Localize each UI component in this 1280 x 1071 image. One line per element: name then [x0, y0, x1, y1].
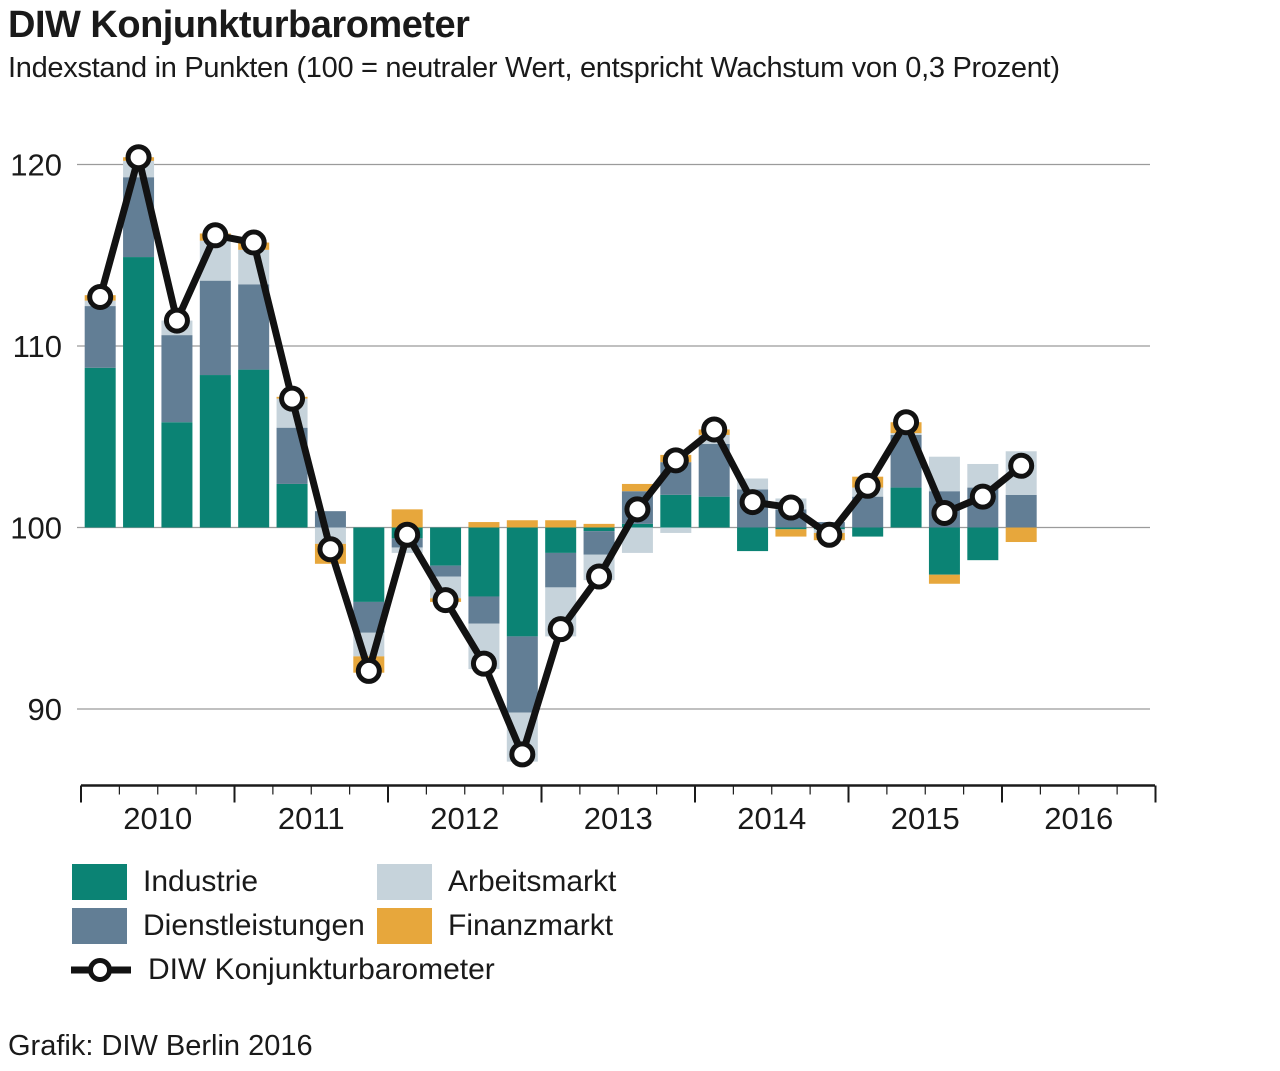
- barometer-marker: [777, 494, 804, 521]
- barometer-marker: [240, 229, 267, 256]
- barometer-marker: [854, 472, 881, 499]
- legend-label-barometer: DIW Konjunkturbarometer: [148, 953, 495, 986]
- legend-item-dienstleistungen: Dienstleistungen: [72, 908, 365, 944]
- legend-item-finanzmarkt: Finanzmarkt: [377, 908, 613, 944]
- bar-segment-industrie: [161, 422, 193, 528]
- year-label: 2014: [737, 801, 806, 836]
- barometer-marker: [470, 650, 497, 677]
- bar-segment-finanzmarkt: [391, 509, 423, 528]
- bar-segment-finanzmarkt: [583, 523, 615, 528]
- bar-segment-industrie: [928, 527, 960, 575]
- bar-segment-industrie: [123, 257, 155, 528]
- legend-label-arbeitsmarkt: Arbeitsmarkt: [448, 865, 617, 898]
- bar-segment-industrie: [890, 487, 922, 528]
- bar-segment-industrie: [660, 494, 692, 528]
- barometer-marker: [125, 144, 152, 171]
- year-label: 2010: [123, 801, 192, 836]
- bar-segment-dienstleistungen: [84, 306, 116, 368]
- barometer-marker: [355, 657, 382, 684]
- y-tick-label: 90: [28, 692, 62, 727]
- bar-segment-finanzmarkt: [775, 529, 807, 537]
- barometer-marker: [509, 741, 536, 768]
- bar-segment-dienstleistungen: [506, 636, 538, 713]
- year-label: 2011: [278, 801, 345, 836]
- bar-segment-finanzmarkt: [506, 520, 538, 528]
- chart-svg: 90 100 110 120 2010 2011 2012 2013 2014 2015 2016: [10, 144, 1157, 836]
- year-label: 2012: [430, 801, 499, 836]
- legend-item-industrie: Industrie: [72, 864, 258, 900]
- page-title: DIW Konjunkturbarometer: [8, 4, 470, 46]
- bar-segment-arbeitsmarkt: [737, 478, 769, 490]
- bar-segment-industrie: [84, 367, 116, 528]
- barometer-marker: [1008, 452, 1035, 479]
- bar-segment-industrie: [967, 527, 999, 561]
- legend-item-barometer: DIW Konjunkturbarometer: [70, 952, 495, 988]
- bar-segment-dienstleistungen: [199, 280, 231, 376]
- year-label: 2013: [584, 801, 653, 836]
- bar-segment-finanzmarkt: [621, 483, 653, 492]
- bar-segment-dienstleistungen: [545, 552, 577, 588]
- barometer-marker: [432, 587, 459, 614]
- bar-segment-arbeitsmarkt: [660, 527, 692, 533]
- barometer-marker: [547, 616, 574, 643]
- barometer-marker: [87, 283, 114, 310]
- bar-segment-dienstleistungen: [583, 531, 615, 555]
- bar-segment-finanzmarkt: [1005, 527, 1037, 543]
- bar-segment-industrie: [506, 527, 538, 637]
- bar-segment-finanzmarkt: [468, 522, 500, 528]
- barometer-marker: [739, 489, 766, 516]
- bar-segment-industrie: [775, 527, 807, 530]
- barometer-marker: [202, 222, 229, 249]
- source-credit: Grafik: DIW Berlin 2016: [8, 1030, 313, 1062]
- barometer-marker: [624, 496, 651, 523]
- chart-subtitle: Indexstand in Punkten (100 = neutraler W…: [8, 52, 1060, 84]
- bar-segment-industrie: [353, 527, 385, 602]
- y-tick-label: 120: [10, 148, 62, 183]
- year-label: 2015: [891, 801, 960, 836]
- bar-segment-dienstleistungen: [430, 565, 462, 577]
- legend-label-finanzmarkt: Finanzmarkt: [448, 909, 614, 942]
- legend-item-arbeitsmarkt: Arbeitsmarkt: [377, 864, 616, 900]
- barometer-marker: [317, 536, 344, 563]
- barometer-marker: [931, 499, 958, 526]
- bar-segment-dienstleistungen: [161, 335, 193, 423]
- arbeitsmarkt-swatch: [377, 864, 432, 900]
- barometer-marker: [662, 447, 689, 474]
- y-tick-label: 100: [10, 511, 62, 546]
- bar-segment-industrie: [199, 375, 231, 528]
- barometer-marker: [279, 385, 306, 412]
- bar-segment-industrie: [238, 369, 270, 528]
- bar-segment-industrie: [698, 496, 730, 528]
- legend-label-industrie: Industrie: [143, 865, 259, 898]
- bar-segment-industrie: [276, 483, 308, 528]
- barometer-line-sample-icon: [71, 958, 131, 982]
- bar-segment-arbeitsmarkt: [967, 463, 999, 488]
- barometer-marker: [701, 416, 728, 443]
- finanzmarkt-swatch: [377, 908, 432, 944]
- bar-segment-industrie: [468, 527, 500, 597]
- legend-label-dienstleistungen: Dienstleistungen: [143, 909, 365, 942]
- bar-segment-industrie: [545, 527, 577, 553]
- bar-segment-industrie: [737, 527, 769, 552]
- barometer-marker: [163, 307, 190, 334]
- bar-segment-dienstleistungen: [468, 596, 500, 624]
- year-label: 2016: [1044, 801, 1113, 836]
- bar-segment-industrie: [621, 523, 653, 528]
- bar-segment-industrie: [583, 527, 615, 532]
- bar-segment-industrie: [430, 527, 462, 566]
- barometer-marker: [893, 409, 920, 436]
- bar-segment-arbeitsmarkt: [391, 547, 423, 553]
- dienstleistungen-swatch: [72, 908, 127, 944]
- barometer-marker: [816, 521, 843, 548]
- y-tick-label: 110: [13, 329, 62, 364]
- bar-segment-finanzmarkt: [545, 520, 577, 528]
- industrie-swatch: [72, 864, 127, 900]
- bar-segment-industrie: [852, 527, 884, 537]
- bar-segment-finanzmarkt: [928, 574, 960, 584]
- barometer-marker: [969, 483, 996, 510]
- barometer-marker: [586, 563, 613, 590]
- barometer-marker: [394, 521, 421, 548]
- bar-segment-dienstleistungen: [1005, 494, 1037, 528]
